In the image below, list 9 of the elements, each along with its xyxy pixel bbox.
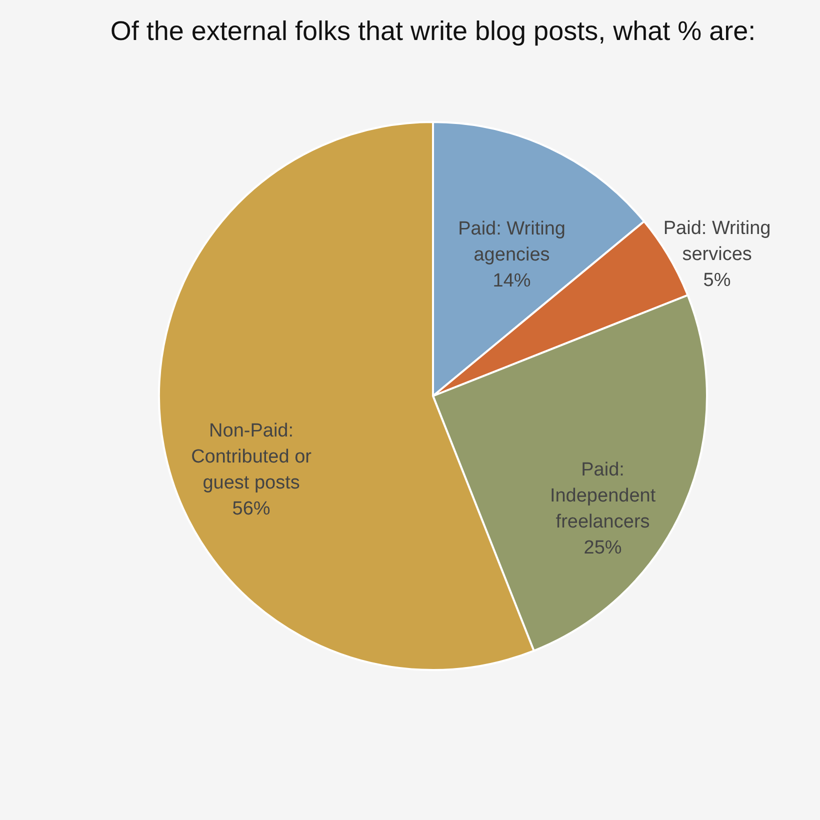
slice-label: Paid: Writing agencies [458,218,566,266]
slice-label: Paid: Writing services [663,218,771,266]
data-label: 25% [584,537,622,558]
data-label: 14% [492,270,531,292]
data-label: 5% [703,270,731,292]
chart-title: Of the external folks that write blog posts, what % are: [110,16,756,46]
slice-label: Non-Paid: Contributed or guest posts [191,420,312,494]
slice-label: Paid: Independent freelancers [550,459,656,532]
data-label: 56% [232,498,270,520]
